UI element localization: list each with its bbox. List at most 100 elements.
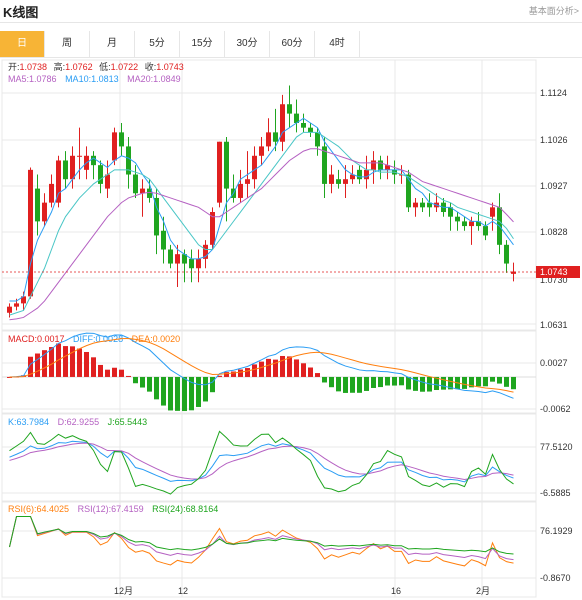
ma10-line — [9, 131, 514, 316]
macd-legend: MACD:0.0017 DIFF:0.0028 DEA:0.0020 — [8, 334, 180, 344]
candle-body — [42, 202, 47, 222]
macd-bar — [336, 376, 341, 392]
macd-bar — [140, 376, 145, 388]
ma5-value: 1.0786 — [29, 74, 57, 84]
candle — [189, 249, 194, 283]
candle — [168, 244, 173, 269]
candle-body — [70, 155, 75, 180]
candle-body — [280, 104, 285, 142]
tab-4hour[interactable]: 4时 — [315, 31, 360, 57]
candle-body — [343, 179, 348, 184]
candle — [210, 207, 215, 250]
tab-60min[interactable]: 60分 — [270, 31, 315, 57]
tab-15min[interactable]: 15分 — [180, 31, 225, 57]
macd-bar — [168, 376, 173, 411]
candle — [308, 122, 313, 138]
price-axis-label: 1.0730 — [540, 275, 568, 285]
tab-5min[interactable]: 5分 — [135, 31, 180, 57]
candle-body — [462, 221, 467, 227]
macd-bar — [469, 376, 474, 388]
candle-body — [350, 174, 355, 180]
rsi-axis-label: 76.1929 — [540, 526, 573, 536]
macd-bar — [406, 376, 411, 390]
fundamental-analysis-link[interactable]: 基本面分析> — [528, 6, 579, 16]
macd-bar — [28, 356, 33, 377]
macd-bar — [203, 376, 208, 402]
candle-body — [511, 271, 516, 274]
candle — [91, 151, 96, 180]
j-line — [9, 430, 514, 495]
candle — [63, 151, 68, 189]
macd-bar — [266, 358, 271, 377]
rsi6-line — [9, 515, 514, 567]
candle-body — [455, 216, 460, 222]
macd-bar — [392, 376, 397, 386]
tab-30min[interactable]: 30分 — [225, 31, 270, 57]
price-axis-label: 1.0631 — [540, 320, 568, 330]
candle-body — [413, 202, 418, 208]
candle — [336, 169, 341, 189]
price-axis-label: 1.1124 — [540, 88, 567, 98]
candle-body — [371, 160, 376, 170]
candle-body — [476, 221, 481, 227]
candle-body — [147, 188, 152, 198]
candle-body — [112, 132, 117, 161]
ma20-value: 1.0849 — [153, 74, 181, 84]
candle — [322, 137, 327, 198]
macd-bar — [133, 376, 138, 384]
macd-bar — [462, 376, 467, 389]
candle — [364, 155, 369, 189]
candle-body — [224, 141, 229, 189]
k-line — [9, 440, 514, 483]
macd-bar — [84, 351, 89, 377]
macd-bar — [210, 376, 215, 393]
candle-body — [287, 104, 292, 114]
current-price-tag-text: 1.0743 — [540, 267, 568, 277]
candle-body — [357, 169, 362, 180]
candle-body — [7, 306, 12, 313]
candle-body — [308, 127, 313, 133]
candle — [301, 113, 306, 133]
candle — [259, 137, 264, 166]
ma5-line — [9, 117, 514, 302]
low-value: 1.0722 — [111, 62, 139, 72]
candle-body — [14, 303, 19, 307]
candle-body — [140, 188, 145, 194]
kdj-axis-label: -6.5885 — [540, 488, 571, 498]
macd-bar — [77, 348, 82, 377]
candle-body — [217, 141, 222, 203]
candle — [420, 197, 425, 213]
macd-bar — [399, 376, 404, 386]
macd-bar — [371, 376, 376, 388]
candle — [490, 202, 495, 231]
candle — [413, 197, 418, 217]
candle — [266, 118, 271, 152]
macd-bar — [273, 359, 278, 377]
candle-body — [266, 132, 271, 147]
macd-axis-label: -0.0062 — [540, 404, 571, 414]
candle — [35, 174, 40, 236]
macd-bar — [154, 376, 159, 400]
macd-bar — [175, 376, 180, 411]
candle-body — [126, 146, 131, 175]
candle-body — [294, 113, 299, 123]
candle — [56, 155, 61, 208]
macd-bar — [315, 373, 320, 377]
tab-day[interactable]: 日 — [0, 31, 45, 57]
candle-body — [196, 258, 201, 269]
tab-month[interactable]: 月 — [90, 31, 135, 57]
price-axis-label: 1.1026 — [540, 135, 568, 145]
candle — [196, 249, 201, 283]
candle — [7, 303, 12, 318]
candle — [154, 188, 159, 255]
period-tabs: 日 周 月 5分 15分 30分 60分 4时 — [0, 31, 360, 57]
candle-body — [273, 132, 278, 142]
tab-week[interactable]: 周 — [45, 31, 90, 57]
macd-bar — [70, 346, 75, 377]
candle-body — [63, 160, 68, 180]
macd-bar — [7, 376, 12, 378]
macd-bar — [420, 376, 425, 392]
macd-bar — [322, 376, 327, 383]
price-axis-label: 1.0927 — [540, 181, 568, 191]
